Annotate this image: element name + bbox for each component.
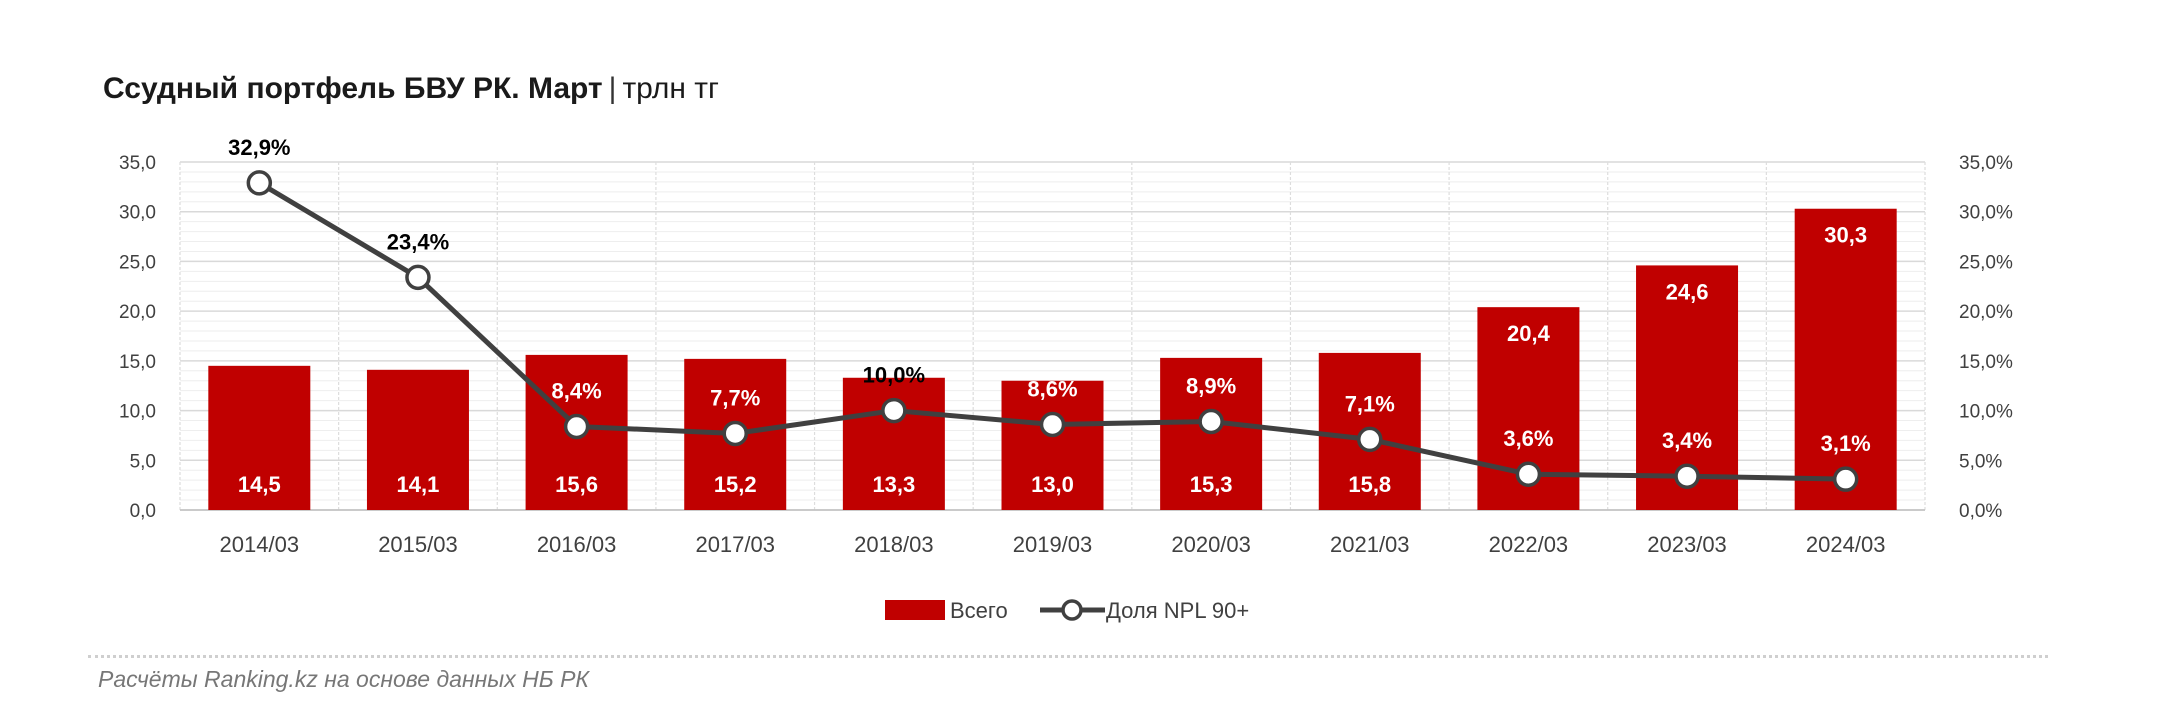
npl-value-label: 8,9% — [1186, 374, 1236, 399]
x-axis-category-label: 2024/03 — [1806, 532, 1886, 557]
right-axis-tick-label: 10,0% — [1959, 402, 2013, 423]
bar-value-label: 15,6 — [555, 472, 598, 497]
x-axis-category-label: 2018/03 — [854, 532, 934, 557]
npl-point-2021/03 — [1357, 426, 1383, 453]
left-axis-tick-label: 5,0 — [130, 451, 156, 472]
x-axis-category-label: 2014/03 — [220, 532, 300, 557]
bar-value-label: 13,3 — [872, 472, 915, 497]
title-separator: | — [608, 72, 617, 105]
npl-value-label: 8,4% — [552, 378, 602, 403]
npl-point-2019/03 — [1039, 411, 1066, 438]
npl-value-label: 3,6% — [1503, 426, 1553, 451]
legend-line-label: Доля NPL 90+ — [1106, 598, 1249, 623]
npl-point-2015/03 — [405, 264, 431, 291]
npl-value-label: 7,7% — [710, 385, 760, 410]
npl-value-label: 3,4% — [1662, 428, 1712, 453]
right-axis-tick-label: 30,0% — [1959, 203, 2013, 224]
x-axis-category-label: 2015/03 — [378, 532, 458, 557]
legend-bar-label: Всего — [950, 598, 1008, 623]
left-axis-tick-label: 20,0 — [119, 302, 156, 323]
right-axis-tick-label: 5,0% — [1959, 451, 2002, 472]
left-axis-tick-label: 25,0 — [119, 252, 156, 273]
npl-point-2014/03 — [246, 170, 273, 196]
bar-2014/03 — [208, 365, 311, 510]
chart-title-unit: трлн тг — [622, 72, 719, 105]
chart-title: Ссудный портфель БВУ РК. Март | трлн тг — [103, 72, 719, 106]
npl-point-2017/03 — [722, 420, 748, 447]
right-axis-tick-label: 35,0% — [1959, 153, 2013, 174]
source-footnote: Расчёты Ranking.kz на основе данных НБ Р… — [98, 666, 589, 692]
left-axis-tick-label: 10,0 — [119, 402, 156, 423]
npl-value-label: 7,1% — [1345, 391, 1395, 416]
npl-point-2023/03 — [1674, 463, 1700, 489]
npl-point-2018/03 — [881, 397, 907, 424]
bar-2015/03 — [366, 369, 469, 510]
bar-value-label: 13,0 — [1031, 472, 1074, 497]
bar-2024/03 — [1794, 208, 1897, 510]
bar-value-label: 15,3 — [1190, 472, 1233, 497]
left-axis-tick-label: 0,0 — [130, 501, 156, 522]
bar-value-label: 15,2 — [714, 472, 757, 497]
npl-point-2016/03 — [563, 413, 590, 440]
right-axis-tick-label: 0,0% — [1959, 501, 2002, 522]
x-axis-category-label: 2017/03 — [695, 532, 775, 557]
npl-point-2020/03 — [1198, 408, 1224, 435]
x-axis-category-label: 2023/03 — [1647, 532, 1727, 557]
bar-value-label: 15,8 — [1348, 472, 1391, 497]
loan-portfolio-chart: 0,0 5,0 10,0 15,0 20,0 25,0 30,0 35,0 0,0% 5,0% 10… — [119, 135, 2013, 623]
bar-2019/03 — [1001, 380, 1104, 510]
bar-value-label: 14,5 — [238, 472, 281, 497]
right-axis-tick-label: 25,0% — [1959, 252, 2013, 273]
left-axis-tick-label: 35,0 — [119, 153, 156, 174]
left-axis-tick-label: 15,0 — [119, 352, 156, 373]
legend-bar-swatch — [885, 600, 945, 620]
x-axis-category-label: 2019/03 — [1013, 532, 1093, 557]
npl-value-label: 10,0% — [863, 363, 925, 388]
npl-point-2024/03 — [1832, 466, 1859, 492]
right-axis-tick-label: 15,0% — [1959, 352, 2013, 373]
bar-value-label: 30,3 — [1824, 223, 1867, 248]
footer-divider — [88, 655, 2048, 658]
x-axis-category-label: 2022/03 — [1489, 532, 1569, 557]
x-axis-category-label: 2021/03 — [1330, 532, 1410, 557]
bar-value-label: 24,6 — [1666, 279, 1709, 304]
x-axis-category-label: 2016/03 — [537, 532, 617, 557]
bar-value-label: 14,1 — [397, 472, 440, 497]
npl-value-label: 32,9% — [228, 135, 290, 160]
npl-value-label: 23,4% — [387, 229, 449, 254]
x-axis-category-label: 2020/03 — [1171, 532, 1251, 557]
npl-value-label: 8,6% — [1027, 376, 1077, 401]
right-axis-tick-label: 20,0% — [1959, 302, 2013, 323]
left-axis-tick-label: 30,0 — [119, 203, 156, 224]
npl-value-label: 3,1% — [1821, 431, 1871, 456]
legend-line-marker — [1061, 599, 1083, 621]
npl-point-2022/03 — [1515, 461, 1542, 487]
chart-title-main: Ссудный портфель БВУ РК. Март — [103, 72, 603, 105]
bar-value-label: 20,4 — [1507, 321, 1551, 346]
